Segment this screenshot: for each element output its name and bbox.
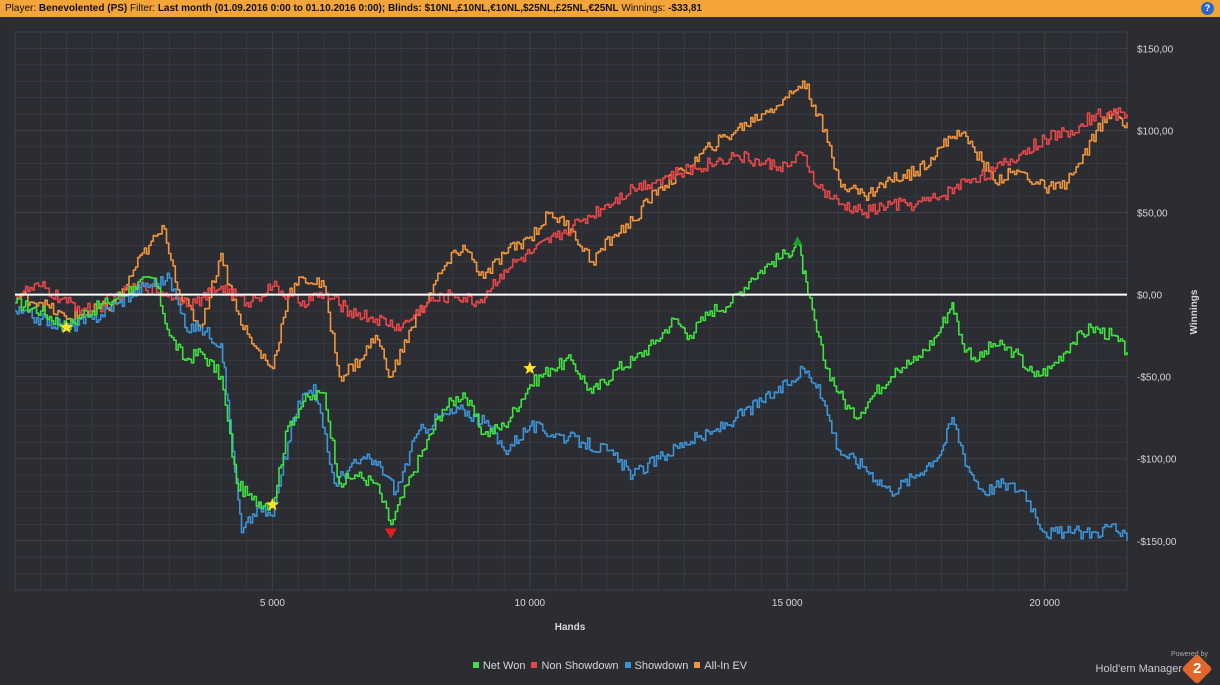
x-tick-label: 20 000 <box>1029 598 1060 609</box>
y-tick-label: -$50,00 <box>1137 373 1171 384</box>
branding: Powered by Hold'em Manager 2 <box>1095 651 1213 685</box>
x-tick-label: 10 000 <box>515 598 546 609</box>
winnings-chart: 5 000 10 000 15 000 20 000 $150,00 $100,00 $50… <box>14 31 1200 633</box>
star-marker <box>523 361 537 375</box>
header-text: Player: Benevolented (PS) Filter: Last m… <box>5 0 702 17</box>
legend-label: Net Won <box>482 660 526 672</box>
y-tick-label: $100,00 <box>1137 126 1174 137</box>
x-tick-label: 5 000 <box>260 598 285 609</box>
x-axis-label: Hands <box>555 622 586 633</box>
markers <box>59 236 803 539</box>
player-label: Player: <box>5 3 37 14</box>
x-tick-label: 15 000 <box>772 598 803 609</box>
all-in-ev-line <box>15 80 1128 382</box>
hm2-logo-icon: 2 <box>1181 653 1213 685</box>
showdown-line <box>15 272 1128 541</box>
winnings-value: -$33,81 <box>668 3 702 14</box>
series-lines <box>15 80 1128 541</box>
y-tick-label: $50,00 <box>1137 209 1168 220</box>
star-marker <box>59 320 74 334</box>
legend-swatch <box>694 662 701 669</box>
filter-label: Filter: <box>130 3 156 14</box>
legend-item[interactable]: Non Showdown <box>531 660 619 672</box>
header-bar: Player: Benevolented (PS) Filter: Last m… <box>0 0 1220 17</box>
min-marker-triangle <box>384 528 397 539</box>
tick-labels: 5 000 10 000 15 000 20 000 $150,00 $100,00 $50… <box>260 44 1177 609</box>
legend-swatch <box>624 662 631 669</box>
logo-version: 2 <box>1192 660 1202 677</box>
product-name: Hold'em Manager <box>1095 663 1182 675</box>
y-tick-label: $0,00 <box>1137 291 1162 302</box>
legend-item[interactable]: Net Won <box>472 660 526 672</box>
legend-swatch <box>472 662 479 669</box>
y-tick-label: -$100,00 <box>1137 455 1177 466</box>
y-axis-label: Winnings <box>1189 289 1200 334</box>
filter-value: Last month (01.09.2016 0:00 to 01.10.201… <box>157 3 619 14</box>
max-marker-triangle <box>792 236 803 246</box>
legend-swatch <box>531 662 538 669</box>
legend-label: Showdown <box>634 660 689 672</box>
player-value: Benevolented (PS) <box>38 3 128 14</box>
grid-lines <box>14 31 1128 591</box>
legend-item[interactable]: All-In EV <box>694 660 747 672</box>
chart-legend: Net Won Non Showdown Showdown All-In EV <box>0 660 1220 672</box>
non-showdown-line <box>15 107 1128 332</box>
winnings-label: Winnings: <box>621 3 666 14</box>
net-won-line <box>15 241 1128 526</box>
powered-by-text: Powered by <box>1171 651 1208 658</box>
legend-label: All-In EV <box>704 660 748 672</box>
legend-label: Non Showdown <box>541 660 619 672</box>
y-tick-label: -$150,00 <box>1137 537 1177 548</box>
legend-item[interactable]: Showdown <box>624 660 689 672</box>
y-tick-label: $150,00 <box>1137 44 1174 55</box>
help-icon[interactable]: ? <box>1201 2 1214 15</box>
star-marker <box>265 497 280 511</box>
